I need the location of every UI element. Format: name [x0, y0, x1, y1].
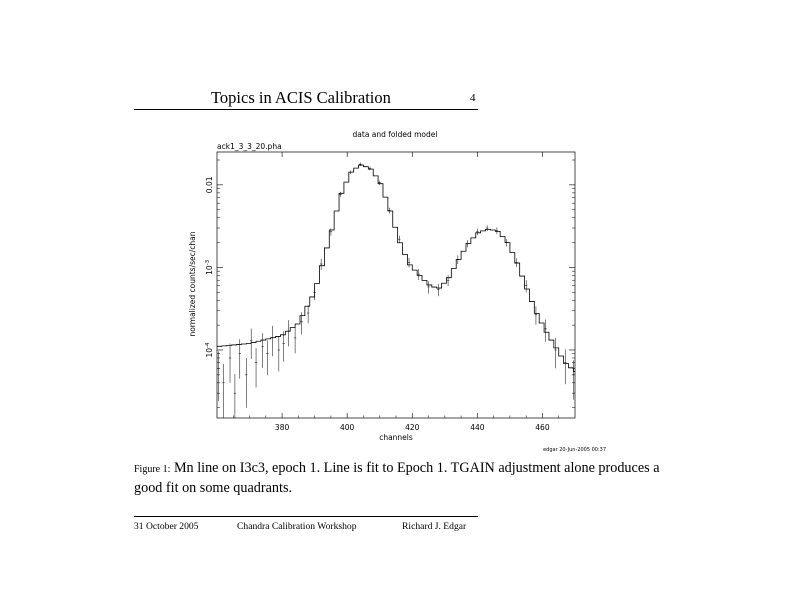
error-bar	[245, 357, 248, 408]
error-bar	[524, 280, 528, 293]
y-axis-ticks: 10-4 10-3 0.01	[205, 159, 575, 408]
error-bar	[339, 191, 342, 197]
spectrum-figure: data and folded model ack1_3_3_20.pha ch…	[188, 130, 606, 453]
plot-filename: ack1_3_3_20.pha	[217, 142, 282, 151]
error-bar	[427, 281, 430, 294]
x-axis-label: channels	[379, 433, 413, 442]
error-bar	[271, 325, 274, 357]
error-bar	[319, 258, 323, 270]
error-bar	[417, 269, 420, 280]
error-bar	[293, 327, 297, 354]
error-bar	[398, 235, 401, 243]
header-rule	[134, 109, 478, 110]
error-bar	[544, 319, 547, 342]
page-header-title: Topics in ACIS Calibration	[211, 88, 391, 107]
error-bar	[446, 275, 450, 287]
error-bar	[222, 363, 225, 418]
caption-label: Figure 1:	[134, 464, 171, 475]
figure-caption: Figure 1: Mn line on I3c3, epoch 1. Line…	[134, 459, 674, 498]
error-bar	[554, 337, 557, 369]
error-bar	[378, 180, 381, 185]
error-bar	[233, 374, 237, 418]
x-tick-label: 400	[340, 423, 355, 432]
y-tick-label: 10-3	[205, 259, 214, 275]
error-bar	[388, 207, 391, 214]
plot-frame	[216, 151, 576, 419]
error-bar	[306, 305, 310, 324]
error-bar	[437, 283, 440, 297]
error-bar	[217, 351, 220, 402]
error-bar	[564, 349, 567, 385]
footer-rule	[134, 516, 478, 517]
plot-stamp: edgar 20-Jun-2005 00:37	[543, 447, 606, 453]
x-tick-label: 440	[470, 423, 485, 432]
model-histogram	[217, 164, 575, 372]
error-bar	[329, 228, 333, 236]
error-bar	[282, 331, 285, 362]
error-bar	[359, 162, 362, 167]
plot-title: data and folded model	[353, 130, 438, 139]
error-bar	[238, 339, 241, 379]
page-number: 4	[470, 92, 476, 104]
error-bar	[261, 333, 264, 368]
error-bar	[277, 336, 281, 372]
error-bar	[266, 340, 269, 376]
error-bar	[287, 320, 290, 347]
x-tick-label: 420	[405, 423, 420, 432]
x-tick-label: 460	[535, 423, 550, 432]
folded-model-line	[217, 164, 575, 372]
footer-workshop: Chandra Calibration Workshop	[237, 521, 357, 532]
x-tick-label: 380	[275, 423, 290, 432]
y-axis-label: normalized counts/sec/chan	[188, 231, 197, 336]
error-bar	[485, 225, 489, 232]
y-tick-label: 10-4	[205, 342, 214, 358]
error-bar	[495, 227, 499, 234]
footer-date: 31 October 2005	[134, 521, 199, 532]
data-error-bars	[217, 162, 575, 418]
error-bar	[572, 360, 575, 400]
footer-author: Richard J. Edgar	[402, 521, 467, 532]
error-bar	[228, 343, 232, 383]
error-bar	[300, 312, 303, 335]
caption-text: Mn line on I3c3, epoch 1. Line is fit to…	[134, 460, 660, 496]
error-bar	[254, 348, 258, 388]
error-bar	[534, 306, 538, 325]
x-axis-ticks: 380 400 420 440 460	[233, 152, 559, 432]
error-bar	[368, 166, 372, 171]
error-bar	[407, 258, 411, 268]
y-tick-label: 0.01	[205, 176, 214, 193]
error-bar	[476, 228, 479, 236]
